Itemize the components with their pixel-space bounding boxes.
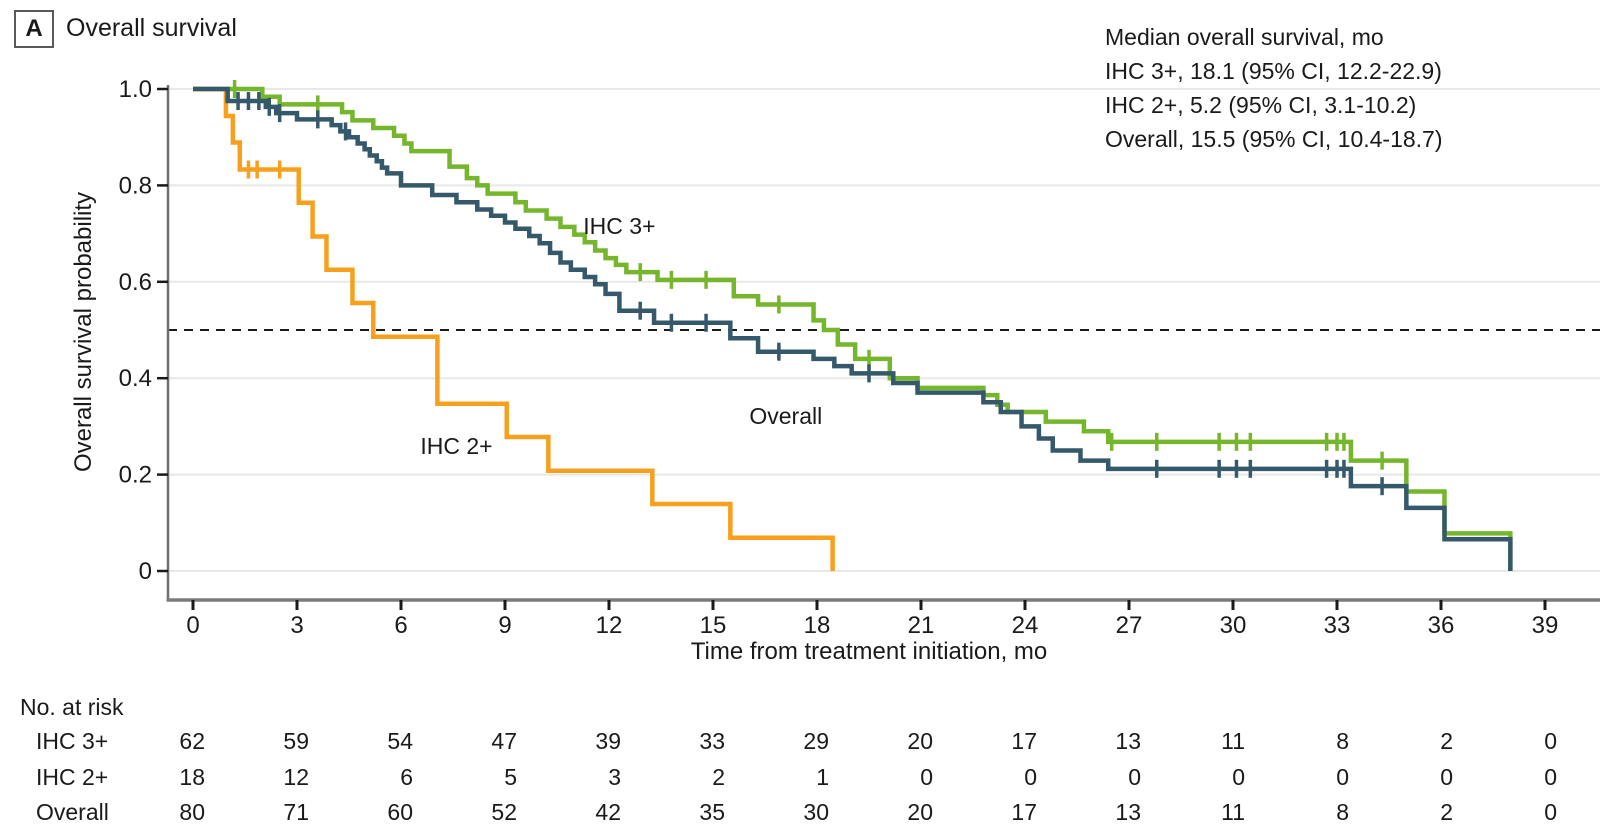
curve-label-ihc3: IHC 3+ [583, 213, 655, 239]
risk-value: 18 [179, 764, 205, 790]
risk-value: 0 [1544, 764, 1557, 790]
risk-value: 13 [1115, 799, 1141, 825]
risk-value: 20 [907, 799, 933, 825]
risk-value: 1 [816, 764, 829, 790]
legend-line-ihc3: IHC 3+, 18.1 (95% CI, 12.2-22.9) [1105, 58, 1442, 84]
y-tick-label: 0.2 [119, 462, 152, 489]
risk-value: 20 [907, 728, 933, 754]
x-tick-label: 6 [394, 612, 407, 639]
risk-value: 0 [1544, 728, 1557, 754]
risk-value: 0 [1336, 764, 1349, 790]
risk-value: 6 [400, 764, 413, 790]
risk-value: 52 [491, 799, 517, 825]
x-tick-label: 39 [1532, 612, 1559, 639]
x-axis-title: Time from treatment initiation, mo [690, 638, 1048, 665]
risk-value: 59 [283, 728, 309, 754]
risk-value: 0 [1440, 764, 1453, 790]
x-tick-label: 3 [290, 612, 303, 639]
risk-value: 8 [1336, 728, 1349, 754]
legend-line-ihc2: IHC 2+, 5.2 (95% CI, 3.1-10.2) [1105, 92, 1417, 118]
x-tick-label: 12 [596, 612, 623, 639]
risk-value: 42 [595, 799, 621, 825]
risk-value: 0 [1024, 764, 1037, 790]
risk-value: 3 [608, 764, 621, 790]
y-tick-label: 1.0 [119, 76, 152, 103]
risk-row-label-overall: Overall [36, 799, 109, 825]
panel-label-box: A [14, 10, 54, 48]
x-tick-label: 18 [804, 612, 831, 639]
risk-value: 17 [1011, 799, 1037, 825]
x-tick-label: 33 [1324, 612, 1351, 639]
risk-value: 39 [595, 728, 621, 754]
risk-value: 8 [1336, 799, 1349, 825]
risk-value: 12 [283, 764, 309, 790]
y-tick-label: 0.8 [119, 172, 152, 199]
risk-value: 33 [699, 728, 725, 754]
x-tick-label: 0 [186, 612, 199, 639]
risk-value: 2 [712, 764, 725, 790]
x-tick-label: 15 [700, 612, 727, 639]
risk-value: 60 [387, 799, 413, 825]
risk-value: 80 [179, 799, 205, 825]
risk-value: 2 [1440, 799, 1453, 825]
figure-title: Overall survival [66, 14, 237, 42]
x-tick-label: 36 [1428, 612, 1455, 639]
risk-value: 17 [1011, 728, 1037, 754]
x-tick-label: 27 [1116, 612, 1143, 639]
risk-value: 0 [920, 764, 933, 790]
risk-value: 2 [1440, 728, 1453, 754]
legend-line-header: Median overall survival, mo [1105, 24, 1384, 50]
risk-value: 71 [283, 799, 309, 825]
risk-value: 62 [179, 728, 205, 754]
risk-value: 0 [1544, 799, 1557, 825]
x-tick-label: 9 [498, 612, 511, 639]
risk-row-label-ihc3: IHC 3+ [36, 728, 109, 754]
risk-table-title: No. at risk [20, 694, 124, 720]
risk-value: 11 [1221, 728, 1245, 754]
y-axis-title: Overall survival probability [70, 191, 97, 473]
curve-label-overall: Overall [749, 403, 822, 429]
y-tick-label: 0 [139, 558, 152, 585]
risk-value: 30 [803, 799, 829, 825]
risk-value: 0 [1232, 764, 1245, 790]
risk-value: 11 [1221, 799, 1245, 825]
survival-curve-overall [193, 86, 1513, 571]
risk-value: 54 [387, 728, 413, 754]
risk-value: 5 [504, 764, 517, 790]
median-survival-legend: Median overall survival, mo IHC 3+, 18.1… [1105, 20, 1443, 156]
risk-row-label-ihc2: IHC 2+ [36, 764, 109, 790]
risk-value: 47 [491, 728, 517, 754]
risk-value: 29 [803, 728, 829, 754]
risk-value: 13 [1115, 728, 1141, 754]
y-tick-label: 0.4 [119, 365, 152, 392]
y-tick-label: 0.6 [119, 269, 152, 296]
risk-value: 35 [699, 799, 725, 825]
x-tick-label: 30 [1220, 612, 1247, 639]
legend-line-overall: Overall, 15.5 (95% CI, 10.4-18.7) [1105, 126, 1443, 152]
x-tick-label: 24 [1012, 612, 1039, 639]
panel-label: A [25, 15, 43, 42]
curve-label-ihc2: IHC 2+ [420, 433, 492, 459]
x-tick-label: 21 [908, 612, 935, 639]
risk-value: 0 [1128, 764, 1141, 790]
survival-curve-ihc2 [193, 86, 835, 571]
